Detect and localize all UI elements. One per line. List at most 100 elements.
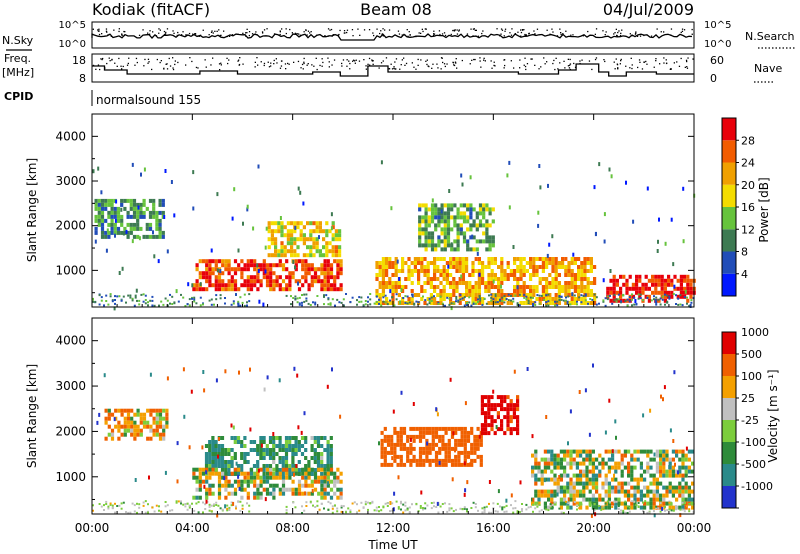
heatmap-cell xyxy=(516,285,519,290)
heatmap-cell xyxy=(567,281,571,285)
heatmap-cell xyxy=(426,297,430,301)
heatmap-cell xyxy=(192,170,195,175)
heatmap-cell xyxy=(553,501,557,506)
heatmap-cell xyxy=(532,289,536,293)
heatmap-cell xyxy=(494,510,497,513)
heatmap-cell xyxy=(311,488,314,493)
heatmap-cell xyxy=(665,473,669,478)
heatmap-cell xyxy=(146,424,150,429)
heatmap-cell xyxy=(443,235,447,240)
heatmap-cell xyxy=(391,296,394,299)
heatmap-cell xyxy=(460,438,464,443)
heatmap-cell xyxy=(617,461,621,466)
heatmap-cell xyxy=(469,247,473,252)
heatmap-cell xyxy=(393,454,397,459)
heatmap-cell xyxy=(630,473,634,478)
heatmap-cell xyxy=(410,289,414,293)
heatmap-cell xyxy=(211,440,215,444)
heatmap-cell xyxy=(575,493,579,498)
heatmap-cell xyxy=(243,479,247,484)
heatmap-cell xyxy=(582,473,586,478)
heatmap-cell xyxy=(562,299,565,302)
heatmap-cell xyxy=(559,449,563,454)
heatmap-cell xyxy=(480,423,484,428)
heatmap-cell xyxy=(262,472,266,476)
heatmap-cell xyxy=(684,481,688,486)
nave-point xyxy=(620,60,622,62)
heatmap-cell xyxy=(633,296,636,299)
heatmap-cell xyxy=(409,442,413,447)
heatmap-cell xyxy=(664,241,667,246)
heatmap-cell xyxy=(386,450,391,455)
heatmap-cell xyxy=(253,279,257,284)
heatmap-cell xyxy=(188,445,191,450)
heatmap-cell xyxy=(567,502,570,505)
heatmap-cell xyxy=(265,226,268,231)
heatmap-cell xyxy=(238,370,240,375)
heatmap-cell xyxy=(224,287,228,292)
nave-point xyxy=(385,57,388,59)
heatmap-cell xyxy=(107,198,111,203)
heatmap-cell xyxy=(424,211,428,216)
heatmap-cell xyxy=(607,489,611,494)
heatmap-cell xyxy=(452,285,456,289)
heatmap-cell xyxy=(559,477,563,482)
heatmap-cell xyxy=(378,302,380,305)
heatmap-cell xyxy=(474,293,478,297)
heatmap-cell xyxy=(147,301,149,304)
heatmap-cell xyxy=(97,210,101,215)
heatmap-cell xyxy=(688,508,691,511)
heatmap-cell xyxy=(487,261,491,265)
heatmap-cell xyxy=(472,235,476,240)
heatmap-cell xyxy=(519,301,523,305)
heatmap-cell xyxy=(302,201,305,206)
heatmap-cell xyxy=(627,481,631,486)
heatmap-cell xyxy=(383,454,387,459)
heatmap-cell xyxy=(551,257,555,261)
heatmap-cell xyxy=(679,286,683,291)
heatmap-cell xyxy=(466,215,470,220)
heatmap-cell xyxy=(162,424,166,429)
nave-point xyxy=(504,64,506,67)
nave-point xyxy=(645,60,647,63)
heatmap-cell xyxy=(220,464,225,468)
heatmap-cell xyxy=(349,301,352,303)
heatmap-cell xyxy=(227,491,231,496)
heatmap-cell xyxy=(389,299,391,302)
heatmap-cell xyxy=(272,487,276,492)
heatmap-cell xyxy=(485,231,489,236)
heatmap-cell xyxy=(233,279,238,284)
heatmap-cell xyxy=(299,237,303,242)
heatmap-cell xyxy=(545,265,549,269)
heatmap-cell xyxy=(278,468,282,472)
heatmap-cell xyxy=(182,367,185,372)
heatmap-cell xyxy=(241,507,244,510)
heatmap-cell xyxy=(145,206,149,211)
heatmap-cell xyxy=(230,501,233,504)
heatmap-cell xyxy=(585,497,589,502)
heatmap-cell xyxy=(97,166,100,171)
heatmap-cell xyxy=(302,233,306,238)
heatmap-cell xyxy=(647,298,651,303)
heatmap-cell xyxy=(320,502,323,505)
nsearch-point xyxy=(458,30,460,32)
nave-point xyxy=(189,57,191,59)
heatmap-cell xyxy=(633,457,637,462)
heatmap-cell xyxy=(470,462,474,467)
nsearch-point xyxy=(231,34,234,36)
nsearch-point xyxy=(406,29,408,31)
heatmap-cell xyxy=(284,460,289,464)
heatmap-cell xyxy=(470,430,474,435)
nave-point xyxy=(519,59,521,61)
heatmap-cell xyxy=(444,304,446,307)
heatmap-cell xyxy=(591,449,595,454)
heatmap-cell xyxy=(396,462,400,467)
heatmap-cell xyxy=(278,475,282,480)
nave-point xyxy=(100,58,102,60)
nsearch-point xyxy=(621,29,623,31)
heatmap-cell xyxy=(375,293,379,297)
heatmap-cell xyxy=(420,265,424,269)
heatmap-cell xyxy=(269,271,273,276)
heatmap-cell xyxy=(162,416,166,421)
heatmap-cell xyxy=(488,511,490,514)
